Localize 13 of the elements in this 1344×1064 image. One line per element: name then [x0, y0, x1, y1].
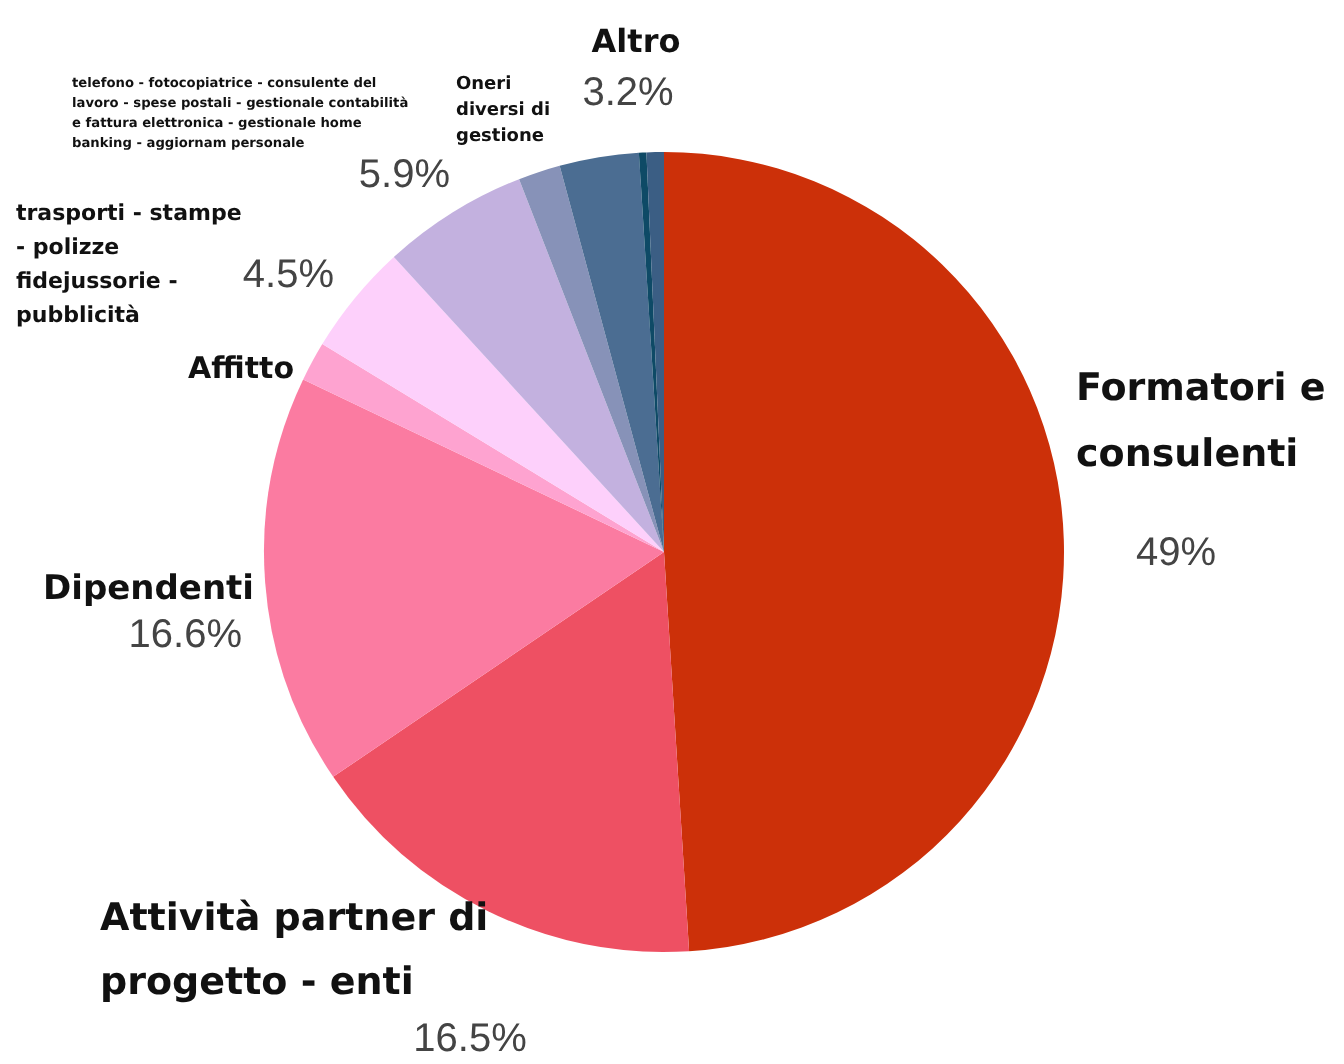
data-label: 4.5%: [242, 253, 335, 298]
data-label: 16.5%: [413, 1017, 528, 1062]
data-label: 5.9%: [358, 153, 451, 198]
slice-label: Formatori e consulenti: [1076, 365, 1326, 476]
slice-label: Attività partner di progetto - enti: [100, 895, 489, 1004]
data-label: 16.6%: [128, 613, 243, 658]
data-label: 3.2%: [582, 71, 675, 116]
slice-label: Dipendenti: [43, 568, 254, 609]
data-label: 49%: [1135, 531, 1217, 576]
slice-label: Oneri diversi di gestione: [456, 74, 551, 147]
slice-label: trasporti - stampe - polizze fidejussorie - pubblicità: [16, 199, 242, 328]
slice-label: Affitto: [188, 349, 294, 386]
slice-label: Altro: [591, 22, 681, 61]
